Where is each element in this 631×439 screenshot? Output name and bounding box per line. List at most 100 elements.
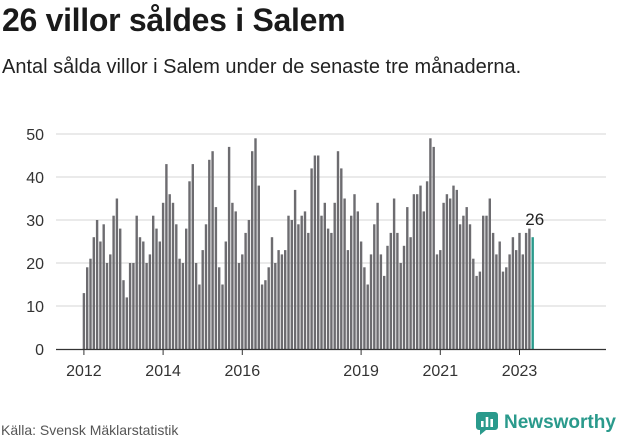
bar <box>293 189 297 349</box>
bar <box>194 263 198 349</box>
bar <box>274 263 277 349</box>
bar <box>244 232 247 349</box>
bar <box>145 263 148 349</box>
newsworthy-logo-icon <box>476 412 498 435</box>
bar <box>425 181 429 349</box>
bar <box>168 194 171 349</box>
bar <box>350 215 353 349</box>
bar <box>224 241 227 349</box>
bar <box>359 241 363 349</box>
bar <box>303 211 307 349</box>
source-note: Källa: Svensk Mäklarstatistik <box>1 422 179 438</box>
bar <box>198 284 201 349</box>
bar <box>251 151 254 349</box>
bar <box>313 155 317 349</box>
bar <box>422 211 425 349</box>
bar <box>419 185 422 349</box>
bar <box>89 258 92 349</box>
bar <box>508 254 511 349</box>
bar <box>254 138 257 349</box>
bar <box>105 263 109 349</box>
bar <box>369 254 373 349</box>
bar <box>119 228 122 349</box>
bar <box>330 232 333 349</box>
bar <box>99 241 102 349</box>
bar <box>165 164 168 349</box>
bar <box>297 224 300 349</box>
bar <box>138 237 142 349</box>
bar <box>340 168 343 349</box>
bar <box>386 245 389 349</box>
bar <box>389 232 392 349</box>
bar <box>491 232 495 349</box>
bar <box>257 185 260 349</box>
bar <box>214 207 218 349</box>
bar <box>488 198 491 349</box>
axis-layer: 0 10 20 30 40 50 2012 2014 2016 2019 2021 2023 26 <box>26 127 606 380</box>
bar <box>511 237 515 349</box>
bar <box>95 220 99 349</box>
bar <box>416 194 419 349</box>
bar <box>92 237 95 349</box>
bar <box>280 254 284 349</box>
bar <box>234 211 237 349</box>
bar <box>445 194 449 349</box>
bar <box>406 207 409 349</box>
bar <box>498 241 501 349</box>
bar <box>287 215 290 349</box>
value-annotation: 26 <box>525 210 544 229</box>
bar <box>455 189 458 349</box>
x-tick-label: 2014 <box>145 363 181 380</box>
bar <box>452 185 455 349</box>
bar <box>260 284 264 349</box>
bar <box>524 232 528 349</box>
bar <box>115 198 119 349</box>
bar <box>412 194 416 349</box>
bar <box>171 202 175 349</box>
bar <box>435 254 439 349</box>
bar <box>82 293 86 349</box>
bar <box>284 250 287 349</box>
bar <box>109 254 112 349</box>
y-tick-label: 30 <box>26 213 44 230</box>
bar <box>376 202 379 349</box>
bar <box>135 215 138 349</box>
bar <box>112 215 115 349</box>
bar <box>336 151 340 349</box>
bar <box>267 267 270 349</box>
x-tick-label: 2012 <box>66 363 102 380</box>
x-tick-label: 2016 <box>225 363 261 380</box>
bar <box>148 254 152 349</box>
chart-title: 26 villor såldes i Salem <box>2 2 346 38</box>
bar <box>155 228 158 349</box>
brand-logo[interactable]: Newsworthy <box>475 410 616 436</box>
bar <box>399 263 402 349</box>
bar <box>495 254 498 349</box>
bar <box>290 220 293 349</box>
bar <box>373 224 376 349</box>
bar <box>125 297 128 349</box>
bar <box>221 284 224 349</box>
bar <box>188 181 191 349</box>
bar <box>307 232 310 349</box>
brand-name: Newsworthy <box>504 412 616 433</box>
y-tick-label: 20 <box>26 256 44 273</box>
bar <box>366 284 369 349</box>
bar <box>185 228 188 349</box>
y-tick-label: 10 <box>26 299 44 316</box>
bar <box>518 232 521 349</box>
bar <box>429 138 432 349</box>
bar <box>356 211 359 349</box>
bar <box>128 263 132 349</box>
bar <box>472 258 475 349</box>
bar <box>439 250 442 349</box>
bar <box>161 202 165 349</box>
bar <box>475 275 478 349</box>
bar <box>396 232 399 349</box>
bar <box>211 151 214 349</box>
bar <box>465 207 468 349</box>
bar <box>363 267 366 349</box>
bar <box>152 215 155 349</box>
bar <box>458 224 462 349</box>
